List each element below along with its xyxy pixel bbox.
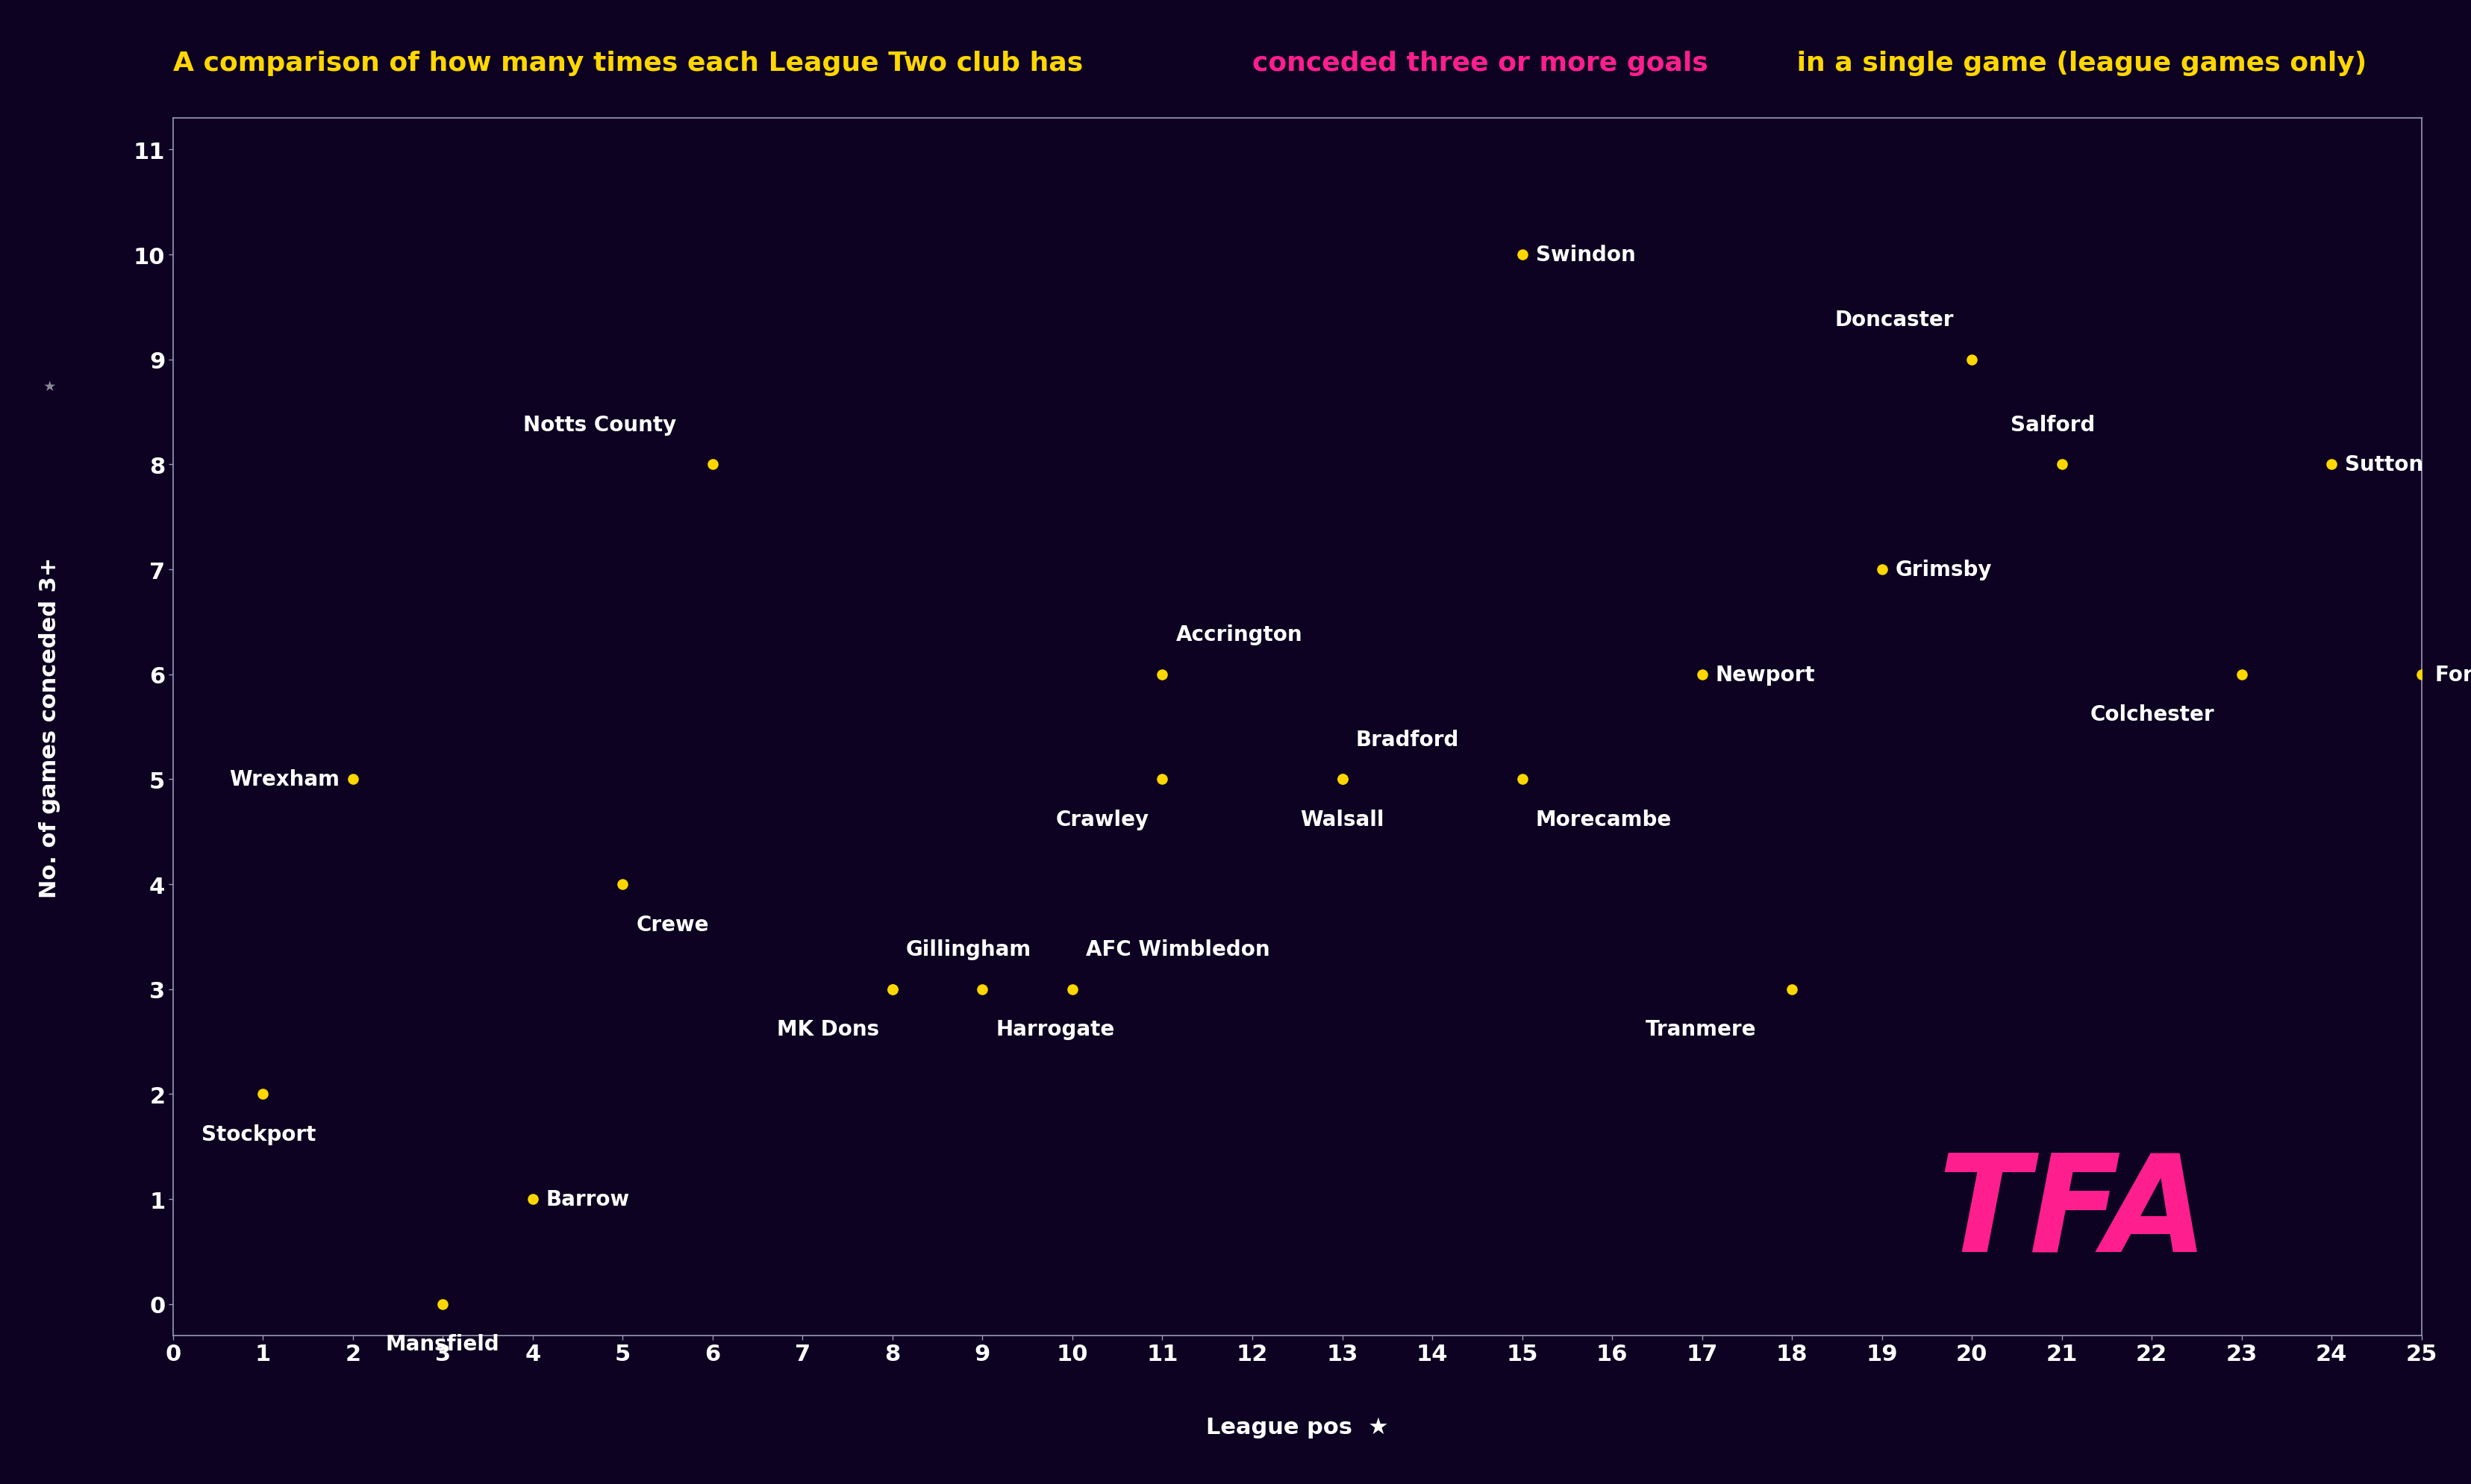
Text: Doncaster: Doncaster — [1836, 310, 1955, 331]
Text: in a single game (league games only): in a single game (league games only) — [1787, 50, 2367, 76]
Point — [514, 1187, 554, 1211]
Point — [1322, 767, 1362, 791]
Point — [1952, 349, 1992, 372]
Text: Swindon: Swindon — [1534, 245, 1636, 266]
Point — [1863, 558, 1903, 582]
Point — [1683, 663, 1722, 687]
Text: Colchester: Colchester — [2090, 703, 2214, 726]
Text: Accrington: Accrington — [1176, 625, 1302, 646]
Text: Barrow: Barrow — [546, 1189, 630, 1209]
Point — [1053, 978, 1092, 1002]
Text: Wrexham: Wrexham — [230, 769, 339, 789]
Point — [964, 978, 1003, 1002]
Point — [603, 873, 642, 896]
Point — [1322, 767, 1362, 791]
Text: Walsall: Walsall — [1300, 809, 1384, 830]
Text: AFC Wimbledon: AFC Wimbledon — [1085, 939, 1270, 960]
Text: Crewe: Crewe — [635, 914, 709, 935]
Point — [2313, 453, 2352, 476]
Text: ★: ★ — [42, 380, 57, 393]
Text: Mansfield: Mansfield — [385, 1334, 499, 1355]
Text: Crawley: Crawley — [1055, 809, 1149, 830]
Point — [423, 1293, 462, 1316]
Point — [2402, 663, 2441, 687]
Text: League pos  ★: League pos ★ — [1206, 1416, 1389, 1438]
Text: Morecambe: Morecambe — [1534, 809, 1673, 830]
Point — [1142, 767, 1181, 791]
Point — [1502, 243, 1542, 267]
Text: MK Dons: MK Dons — [776, 1020, 880, 1040]
Text: Gillingham: Gillingham — [907, 939, 1030, 960]
Point — [1502, 767, 1542, 791]
Text: Forest Green: Forest Green — [2434, 665, 2471, 686]
Point — [692, 453, 731, 476]
Point — [1772, 978, 1811, 1002]
Text: Newport: Newport — [1715, 665, 1816, 686]
Point — [872, 978, 912, 1002]
Text: Tranmere: Tranmere — [1646, 1020, 1757, 1040]
Point — [334, 767, 373, 791]
Text: Bradford: Bradford — [1357, 729, 1458, 751]
Text: Salford: Salford — [2011, 414, 2095, 435]
Point — [2041, 453, 2081, 476]
Text: TFA: TFA — [1937, 1149, 2209, 1279]
Point — [872, 978, 912, 1002]
Text: No. of games conceded 3+: No. of games conceded 3+ — [40, 556, 59, 898]
Text: Stockport: Stockport — [200, 1123, 316, 1144]
Text: A comparison of how many times each League Two club has: A comparison of how many times each Leag… — [173, 50, 1092, 76]
Point — [1142, 663, 1181, 687]
Text: conceded three or more goals: conceded three or more goals — [1253, 50, 1707, 76]
Text: Notts County: Notts County — [524, 414, 677, 435]
Point — [2221, 663, 2261, 687]
Text: Grimsby: Grimsby — [1895, 559, 1992, 580]
Point — [242, 1082, 282, 1106]
Text: Sutton: Sutton — [2345, 454, 2424, 475]
Text: Harrogate: Harrogate — [996, 1020, 1114, 1040]
